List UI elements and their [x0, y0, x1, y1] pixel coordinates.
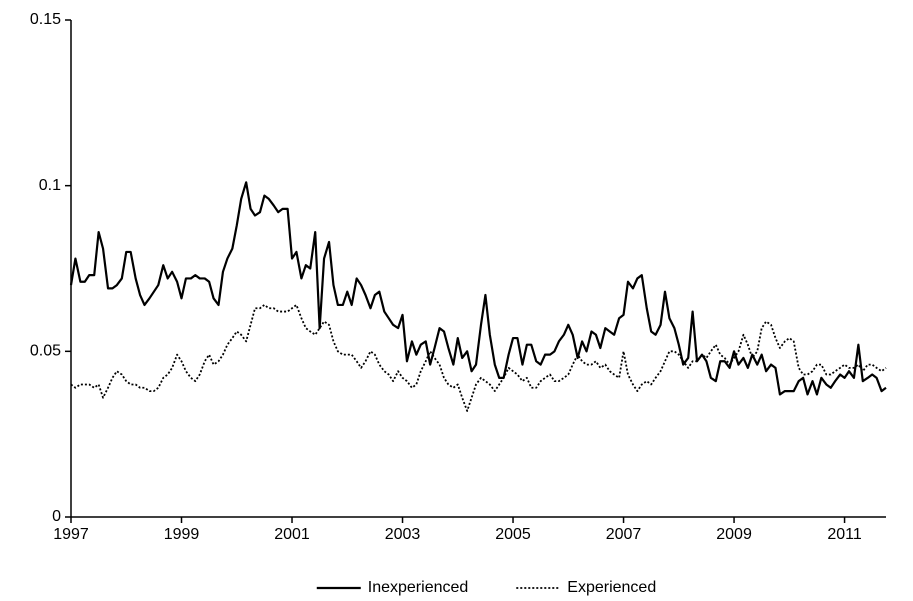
legend-label: Experienced [567, 579, 656, 596]
series-line [70, 304, 887, 412]
y-tick-label: 0.05 [30, 343, 61, 360]
x-tick-label: 1997 [53, 526, 89, 543]
y-tick-label: 0.15 [30, 11, 61, 28]
x-tick-label: 2011 [827, 526, 862, 543]
x-tick-label: 2001 [274, 526, 310, 543]
x-tick-label: 2009 [716, 526, 752, 543]
y-tick-label: 0.1 [39, 177, 61, 194]
x-tick-label: 2003 [385, 526, 421, 543]
legend-label: Inexperienced [368, 579, 469, 596]
x-tick-label: 2007 [606, 526, 642, 543]
y-tick-label: 0 [52, 508, 61, 525]
x-tick-label: 2005 [495, 526, 531, 543]
x-tick-label: 1999 [164, 526, 200, 543]
series-line [69, 181, 887, 396]
